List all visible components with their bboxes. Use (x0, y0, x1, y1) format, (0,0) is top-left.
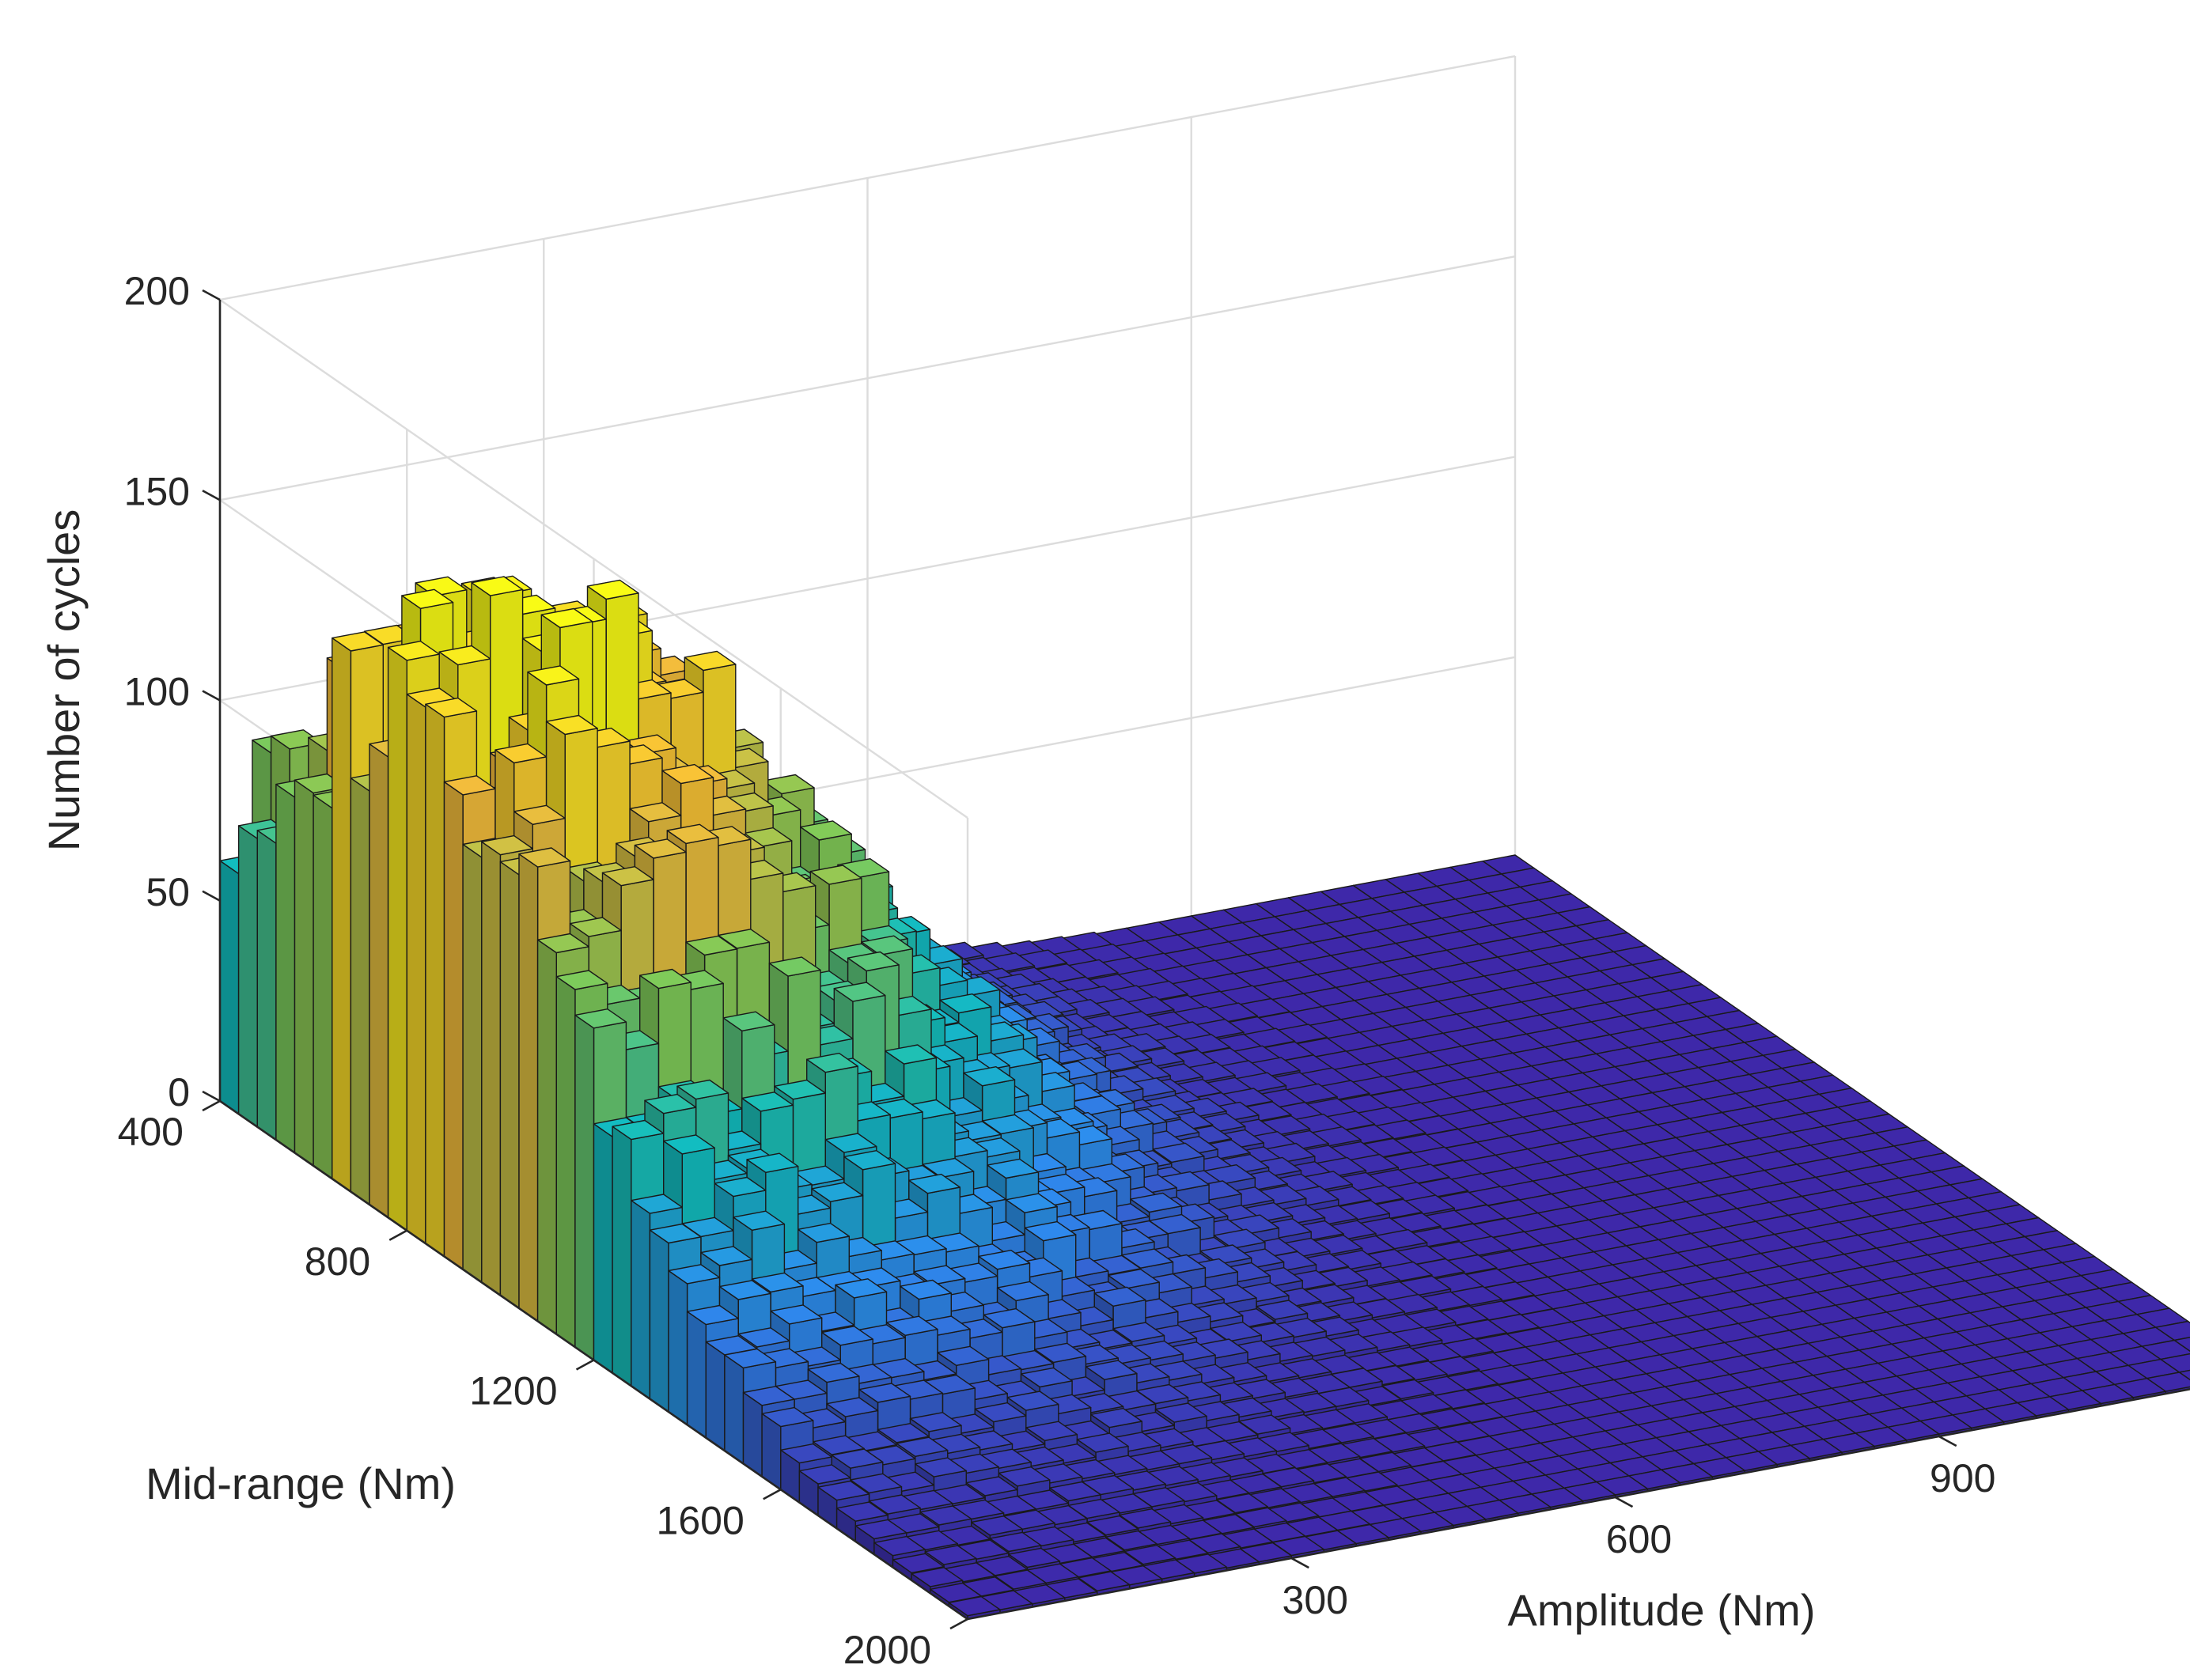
bar-face-side (275, 783, 296, 1154)
bar-face-side (237, 825, 258, 1128)
bar-face-side (631, 1199, 651, 1400)
bar-face-side (256, 830, 277, 1141)
bar-face-side (219, 860, 240, 1115)
bar-face-side (593, 1123, 613, 1374)
bar-face-side (443, 781, 464, 1270)
bar-face-side (313, 794, 333, 1180)
bar-face-side (406, 694, 426, 1244)
bar-face-side (574, 1014, 595, 1361)
bar-face-side (724, 1354, 745, 1465)
bar-face-side (332, 637, 352, 1193)
bar-face-side (536, 939, 557, 1335)
bar-face-side (668, 1269, 688, 1426)
bar-face-side (518, 853, 539, 1322)
bar-face-side (294, 779, 314, 1167)
bar-face-side (555, 975, 576, 1348)
bar-face-side (425, 703, 445, 1258)
bar-layer (219, 575, 2190, 1620)
bar-face-side (612, 1126, 632, 1387)
bar-face-side (686, 1311, 707, 1439)
bar-face-side (350, 778, 370, 1205)
bar-face-side (387, 646, 407, 1232)
bar-face-side (481, 841, 502, 1296)
bar-face-side (649, 1229, 669, 1413)
bar-face-side (462, 843, 483, 1284)
bar-face-side (499, 861, 520, 1309)
bar-face-side (369, 743, 389, 1219)
bar-face-side (705, 1341, 726, 1451)
bar-face-side (742, 1391, 763, 1478)
